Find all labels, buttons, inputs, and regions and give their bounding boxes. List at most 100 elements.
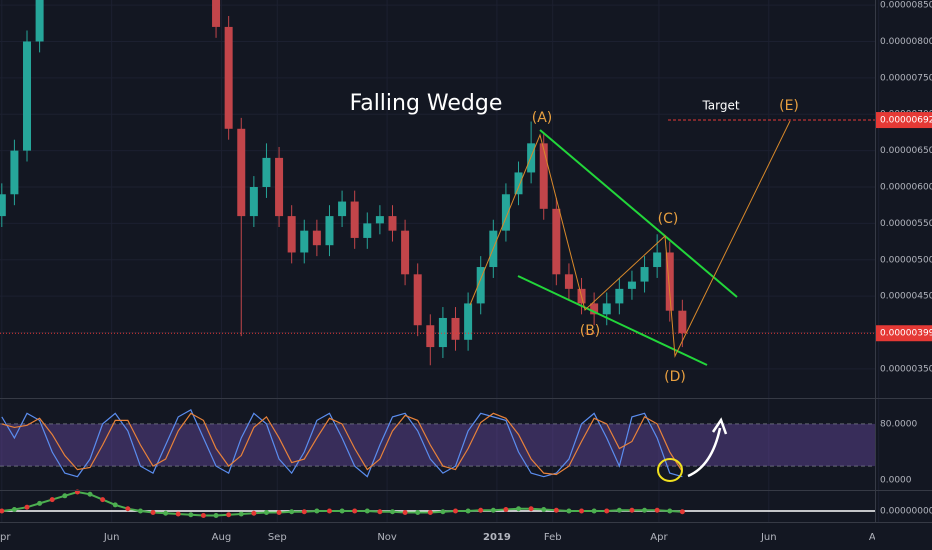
annotation: (A) [532,110,553,126]
candle-body [388,216,397,231]
macd-dot [591,508,597,514]
candle-body [678,310,687,334]
candle-body [438,317,447,348]
stoch-line [1,409,683,478]
macd-dot [49,497,55,503]
macd-dot [150,510,156,516]
candle-body [10,150,19,195]
candle-body [590,303,599,315]
candle-body [338,201,347,217]
macd-dot [679,509,685,515]
x-tick-label: Sep [268,532,287,543]
macd-dot [465,508,471,514]
macd-dot [364,508,370,514]
candle-body [275,157,284,217]
x-tick-label: Apr [0,532,11,543]
y-tick-label: 0.00000500 [880,255,932,265]
macd-dot [200,513,206,519]
macd-dot [352,508,358,514]
macd-dot [339,508,345,514]
annotation: (E) [779,98,799,114]
annotation: (C) [658,211,679,227]
candle-body [476,267,485,304]
candle-body [287,216,296,253]
macd-dot [490,507,496,513]
y-tick-label: 0.00000550 [880,219,932,229]
macd-dot [188,512,194,518]
macd-dot [427,510,433,516]
wedge-line [539,129,738,298]
candle-body [224,26,233,129]
macd-dot [213,513,219,519]
candle-body [363,223,372,238]
macd-dot [301,509,307,515]
annotation: (B) [580,323,601,339]
y-tick-label: 0.00000850 [880,1,932,11]
candle-body [501,194,510,231]
macd-dot [238,511,244,517]
annotations: Falling Wedge (A) (B) (C) (D) (E) Target [350,91,799,385]
macd-dot [62,493,68,499]
macd-dot [263,510,269,516]
x-tick-label: Apr [650,532,668,543]
annotation: (D) [664,369,686,385]
macd-dot [667,508,673,514]
candle-body [653,252,662,268]
candle-body [262,157,271,187]
macd-dot [100,497,106,503]
stoch-tick-label: 0.0000 [880,476,912,486]
chart-title: Falling Wedge [350,91,503,116]
macd-dot [137,508,143,514]
candle-body [615,288,624,304]
x-tick-label: Aug [869,532,889,543]
candle-body [375,216,384,224]
candle-body [527,143,536,173]
annotation: Target [701,99,739,113]
macd-dot [0,508,5,514]
macd-dot [377,509,383,515]
stoch-line [1,412,683,476]
x-tick-label: Feb [544,532,562,543]
macd-tick-label: 0.00000000 [880,506,932,516]
candle-body [464,303,473,340]
macd-dot [440,509,446,515]
candle-body [0,194,6,217]
target-label: 0.00000692 [880,116,932,126]
macd-dot [226,512,232,518]
macd-dot [112,502,118,508]
macd-dot [579,508,585,514]
last-price-box [876,325,932,342]
y-tick-label: 0.00000600 [880,182,932,192]
macd-dot [87,491,93,497]
macd-dot [604,508,610,514]
macd-dot [402,510,408,516]
macd-dot [389,509,395,515]
macd-dot [642,507,648,513]
macd-dot [566,508,572,514]
grid [0,0,880,522]
macd-dot [528,506,534,512]
wedge-line [517,275,708,366]
candle-body [640,267,649,282]
y-tick-label: 0.00000450 [880,292,932,302]
highlight-circle [657,458,683,482]
candle-body [249,186,258,217]
candle-body [426,325,435,348]
macd-dot [314,508,320,514]
macd-dot [37,500,43,506]
macd-dot [289,509,295,515]
macd-dot [478,507,484,513]
x-tick-label: 2019 [483,532,511,543]
x-tick-label: Aug [212,532,232,543]
stoch-tick-label: 80.0000 [880,419,917,429]
candle-body [401,230,410,275]
macd-dot [553,507,559,513]
candle-body [300,230,309,253]
macd-dot [251,510,257,516]
candle-body [552,208,561,275]
candle-body [237,128,246,217]
x-tick-label: Jun [103,532,120,543]
macd-dot [503,506,509,512]
macd-dot [163,510,169,516]
x-tick-label: Nov [377,532,397,543]
